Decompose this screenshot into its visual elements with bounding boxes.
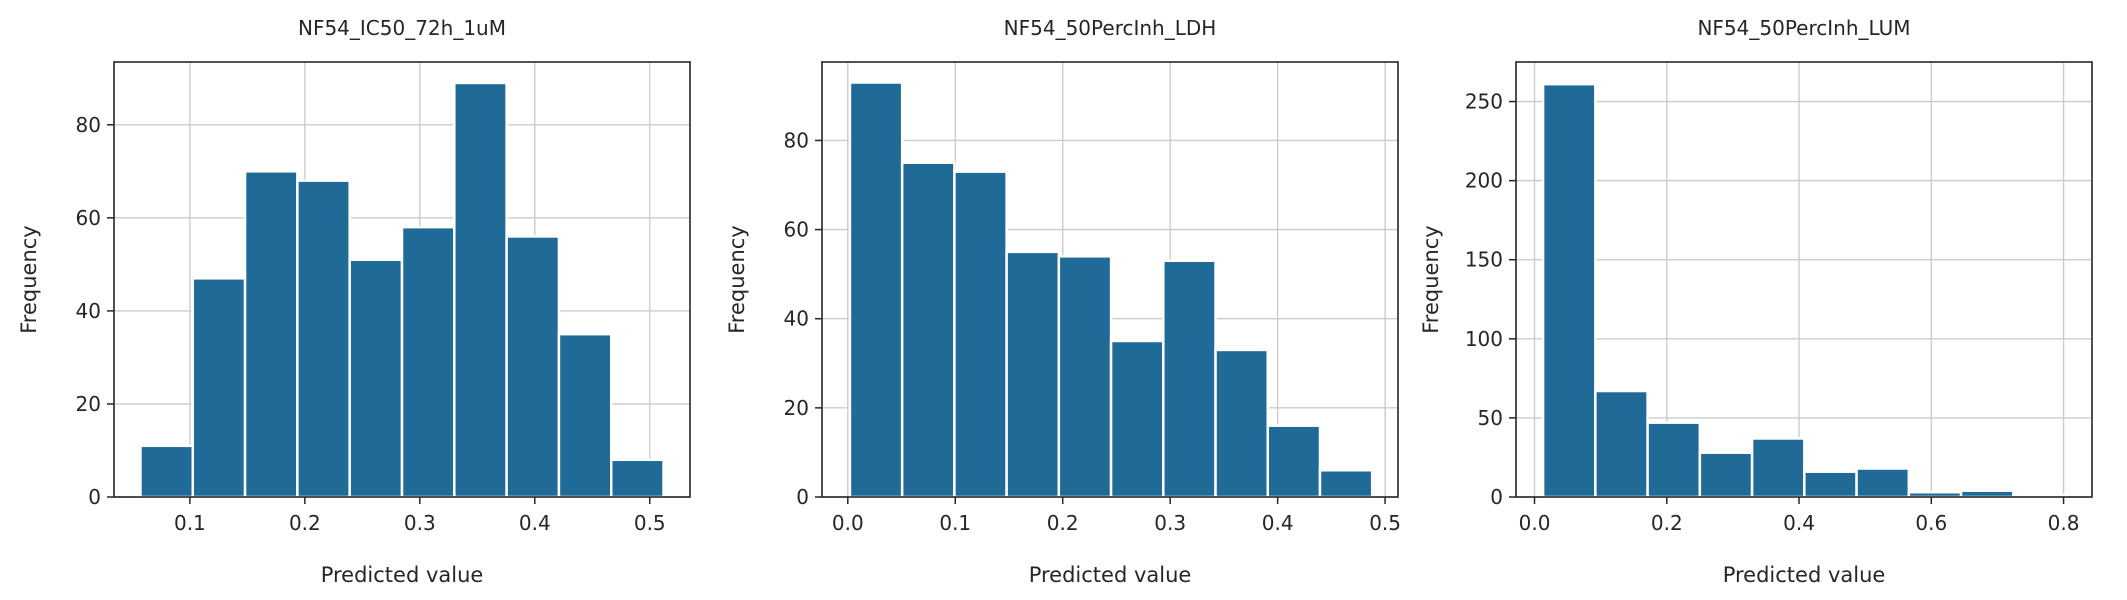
x-tick-label: 0.3 <box>1154 511 1186 535</box>
histogram-bar <box>1214 348 1270 499</box>
x-tick-label: 0.2 <box>1047 511 1079 535</box>
y-tick-label: 20 <box>784 396 809 420</box>
chart-title: NF54_50PercInh_LUM <box>1697 16 1910 40</box>
x-tick-label: 0.5 <box>634 511 666 535</box>
histogram-bar <box>1005 250 1061 499</box>
x-axis-label: Predicted value <box>1029 563 1192 587</box>
histogram-bar <box>1541 82 1597 499</box>
x-tick-label: 0.4 <box>1262 511 1294 535</box>
histogram-bar <box>1803 470 1858 499</box>
x-tick-label: 0.2 <box>1651 511 1683 535</box>
x-axis-label: Predicted value <box>1723 563 1886 587</box>
y-tick-label: 0 <box>88 485 101 509</box>
y-tick-label: 0 <box>1490 485 1503 509</box>
y-axis-label: Frequency <box>17 225 41 334</box>
histogram-bar <box>848 81 904 499</box>
x-tick-label: 0.0 <box>1519 511 1551 535</box>
histogram-bar <box>1266 424 1322 499</box>
x-tick-label: 0.6 <box>1915 511 1947 535</box>
axes: 0.0 0.2 0.4 0.6 0.8 0 50 100 150 200 250 <box>1465 61 2093 535</box>
x-tick-label: 0.3 <box>404 511 436 535</box>
histogram-bar <box>1162 259 1217 499</box>
y-tick-label: 50 <box>1478 406 1503 430</box>
x-tick-label: 0.1 <box>174 511 206 535</box>
y-axis-label: Frequency <box>1419 225 1443 334</box>
axes: 0.1 0.2 0.3 0.4 0.5 0 20 40 60 80 <box>76 61 691 535</box>
y-tick-label: 200 <box>1465 169 1503 193</box>
histogram-bar <box>1109 339 1165 499</box>
x-tick-label: 0.4 <box>1783 511 1815 535</box>
histogram-bar <box>1750 437 1806 499</box>
histogram-bar <box>1855 467 1911 499</box>
histogram-panel-3: NF54_50PercInh_LUM Predicted value Frequ… <box>1419 16 2093 587</box>
chart-title: NF54_IC50_72h_1uM <box>298 16 506 40</box>
x-tick-label: 0.0 <box>832 511 864 535</box>
histogram-bar <box>1959 489 2015 499</box>
x-tick-label: 0.8 <box>2048 511 2080 535</box>
histogram-bar <box>505 235 561 499</box>
x-tick-label: 0.2 <box>289 511 321 535</box>
y-tick-label: 100 <box>1465 327 1503 351</box>
chart-title: NF54_50PercInh_LDH <box>1004 16 1217 40</box>
histogram-bar <box>191 277 247 499</box>
y-tick-label: 40 <box>76 299 101 323</box>
histogram-bar <box>1318 469 1374 499</box>
histogram-bar <box>139 444 195 499</box>
y-tick-label: 250 <box>1465 90 1503 114</box>
bars <box>848 81 1374 499</box>
histogram-panel-2: NF54_50PercInh_LDH Predicted value Frequ… <box>725 16 1401 587</box>
histogram-bar <box>296 179 351 499</box>
histogram-bar <box>609 458 665 499</box>
histogram-bar <box>453 81 508 499</box>
y-tick-label: 60 <box>784 218 809 242</box>
y-tick-label: 40 <box>784 307 809 331</box>
y-tick-label: 150 <box>1465 248 1503 272</box>
histogram-bar <box>953 170 1008 499</box>
y-tick-label: 20 <box>76 392 101 416</box>
histogram-panel-1: NF54_IC50_72h_1uM Predicted value Freque… <box>17 16 691 587</box>
histogram-bar <box>1698 451 1754 499</box>
histogram-bar <box>348 258 404 499</box>
x-tick-label: 0.1 <box>939 511 971 535</box>
y-tick-label: 60 <box>76 206 101 230</box>
x-tick-label: 0.4 <box>519 511 551 535</box>
histogram-bar <box>1646 421 1702 499</box>
bars <box>139 81 665 499</box>
bars <box>1541 82 2067 499</box>
y-axis-label: Frequency <box>725 225 749 334</box>
y-tick-label: 80 <box>76 113 101 137</box>
y-tick-label: 0 <box>796 485 809 509</box>
axes-frame <box>113 61 691 498</box>
axes-frame <box>821 61 1399 498</box>
x-tick-label: 0.5 <box>1369 511 1401 535</box>
histogram-bar <box>557 332 613 499</box>
histogram-bar <box>1594 389 1649 499</box>
histogram-bar <box>243 170 299 499</box>
histogram-bar <box>900 161 956 499</box>
axes-frame <box>1515 61 2093 498</box>
axes: 0.0 0.1 0.2 0.3 0.4 0.5 0 20 40 60 80 <box>784 61 1401 535</box>
histogram-bar <box>1057 255 1113 499</box>
y-tick-label: 80 <box>784 128 809 152</box>
histogram-bar <box>400 225 456 499</box>
x-axis-label: Predicted value <box>321 563 484 587</box>
